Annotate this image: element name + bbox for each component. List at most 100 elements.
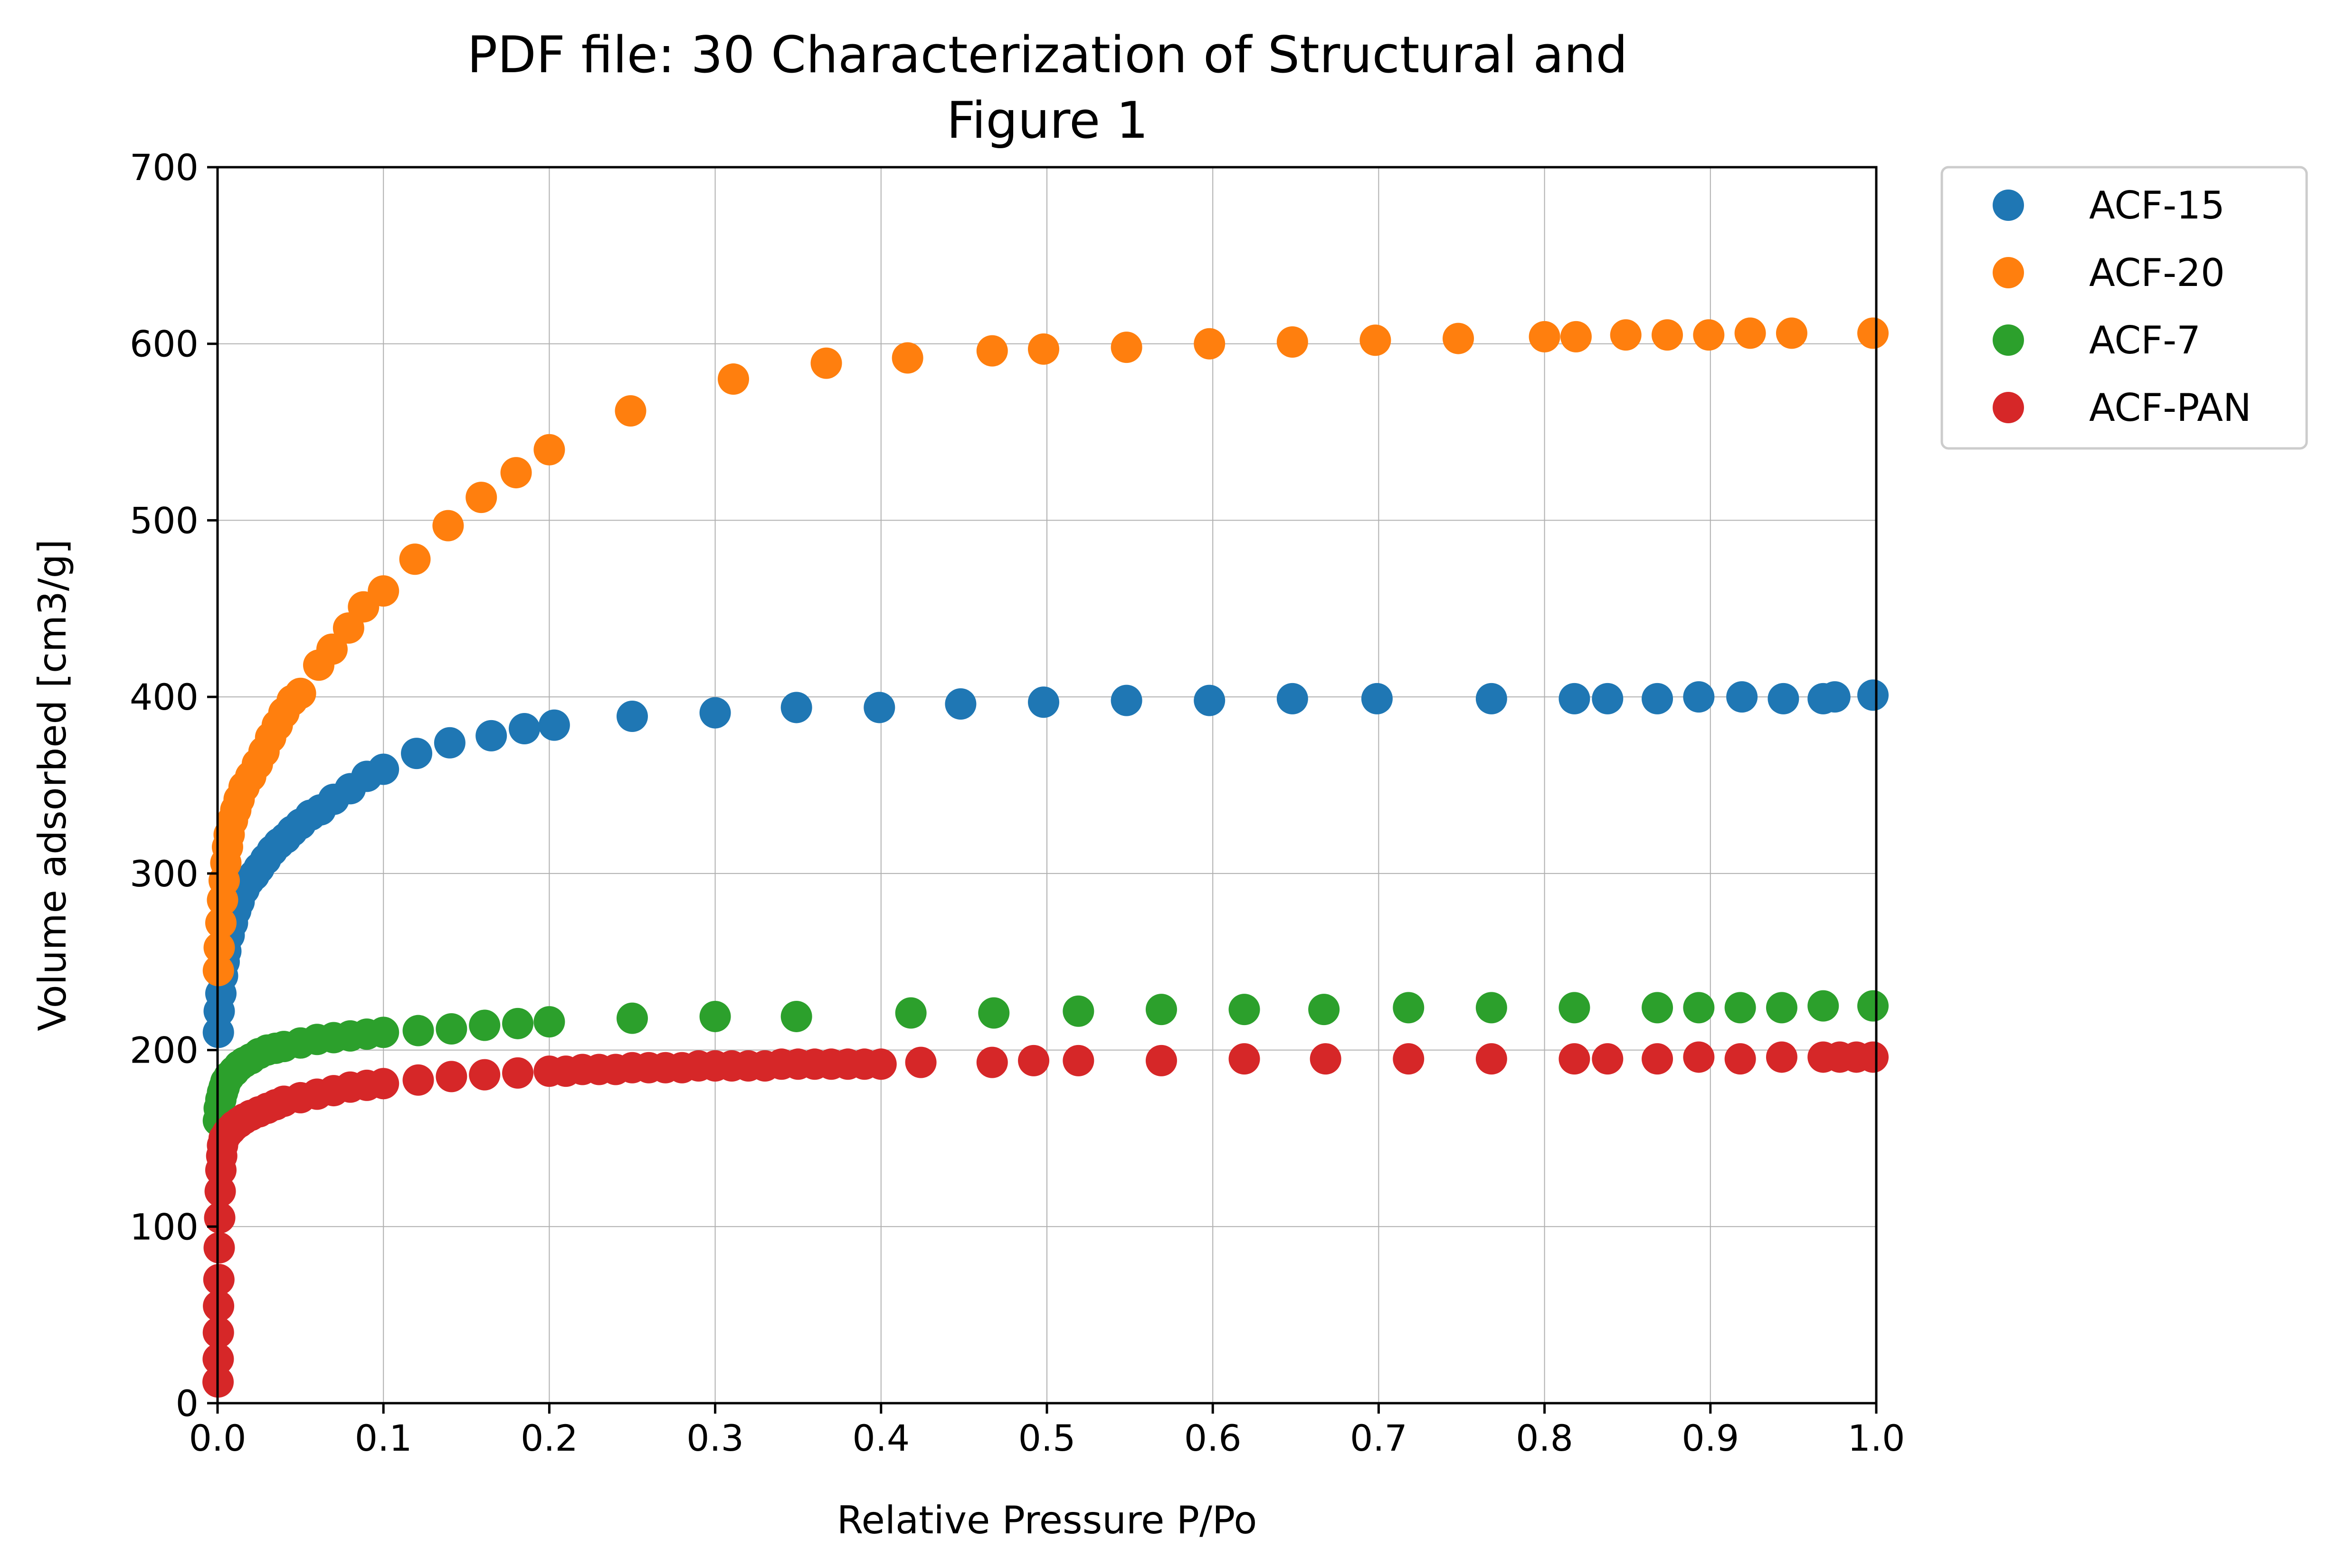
y-tick-label: 500 (130, 499, 199, 542)
legend: ACF-15 ACF-20 ACF-7 ACF-PAN (1940, 166, 2308, 450)
data-point (1724, 1043, 1756, 1075)
data-point (1766, 992, 1797, 1024)
data-point (1276, 326, 1308, 358)
chart-title: PDF file: 30 Characterization of Structu… (467, 26, 1627, 84)
data-point (1063, 1045, 1094, 1076)
data-point (892, 342, 923, 374)
data-point (1592, 1043, 1624, 1075)
data-point (1724, 992, 1756, 1024)
data-point (316, 633, 348, 665)
legend-label: ACF-PAN (2089, 386, 2252, 430)
data-point (1028, 333, 1060, 365)
data-point (1310, 1043, 1341, 1075)
series-acf-pan (202, 1041, 1889, 1398)
x-axis-ticks: 0.0 0.1 0.2 0.3 0.4 0.5 0.6 0.7 0.8 0.9 1.0 (189, 1403, 1905, 1459)
data-point (1018, 1045, 1050, 1076)
data-point (1857, 317, 1889, 349)
data-point (1726, 681, 1758, 713)
data-point (285, 677, 316, 709)
data-point (533, 434, 565, 466)
x-tick-label: 0.5 (1018, 1417, 1076, 1459)
data-point (500, 457, 532, 489)
data-point (1734, 317, 1766, 349)
data-point (1145, 994, 1177, 1026)
data-point (203, 1264, 235, 1295)
data-point (434, 727, 466, 759)
data-point (502, 1057, 534, 1089)
data-point (203, 931, 235, 963)
data-point (1308, 994, 1340, 1026)
data-point (976, 335, 1008, 367)
data-point (399, 543, 431, 575)
data-point (402, 1064, 434, 1096)
data-point (1652, 319, 1683, 351)
data-point (1592, 683, 1624, 714)
y-axis-ticks: 0 100 200 300 400 500 600 700 (130, 146, 218, 1425)
data-point (1558, 1043, 1590, 1075)
data-point (1807, 990, 1839, 1022)
y-tick-label: 400 (130, 676, 199, 718)
data-point (1028, 686, 1060, 718)
data-point (617, 701, 648, 732)
data-point (615, 395, 646, 427)
x-tick-label: 0.2 (521, 1417, 578, 1459)
data-point (475, 720, 507, 751)
data-point (699, 1000, 731, 1032)
data-point (401, 738, 433, 770)
legend-marker (1993, 257, 2024, 288)
data-point (1857, 679, 1889, 711)
data-point (1475, 1043, 1507, 1075)
data-point (1063, 995, 1094, 1027)
data-point (1642, 683, 1673, 714)
data-point (368, 1017, 399, 1048)
data-point (1767, 683, 1799, 714)
data-point (533, 1006, 565, 1038)
data-point (1819, 681, 1851, 713)
x-tick-label: 1.0 (1848, 1417, 1905, 1459)
data-point (1111, 332, 1142, 363)
data-point (1475, 992, 1507, 1024)
x-tick-label: 0.6 (1184, 1417, 1242, 1459)
data-point (780, 1000, 812, 1032)
data-point (865, 1048, 897, 1080)
data-point (1558, 992, 1590, 1024)
x-tick-label: 0.9 (1682, 1417, 1739, 1459)
data-point (1393, 1043, 1425, 1075)
data-point (1683, 1041, 1715, 1073)
data-point (1194, 684, 1226, 716)
y-tick-label: 0 (176, 1382, 199, 1425)
x-tick-label: 0.1 (355, 1417, 412, 1459)
chart-subtitle: Figure 1 (947, 91, 1149, 150)
data-point (1857, 990, 1889, 1022)
data-point (1393, 992, 1425, 1024)
data-point (1766, 1041, 1797, 1073)
data-point (810, 347, 842, 379)
data-point (1361, 683, 1393, 714)
data-point (205, 907, 237, 939)
data-point (1145, 1045, 1177, 1076)
data-point (905, 1046, 937, 1078)
legend-marker (1993, 190, 2024, 221)
data-point (1683, 992, 1715, 1024)
data-point (978, 997, 1010, 1029)
data-point (402, 1015, 434, 1046)
data-point (617, 1002, 648, 1034)
data-point (1111, 684, 1142, 716)
data-point (976, 1046, 1008, 1078)
x-tick-label: 0.8 (1516, 1417, 1573, 1459)
data-points (202, 317, 1889, 1398)
data-point (1683, 681, 1715, 713)
data-point (1194, 328, 1226, 360)
data-point (1642, 992, 1673, 1024)
data-point (895, 997, 927, 1029)
data-point (1529, 321, 1560, 352)
data-point (368, 753, 399, 785)
data-point (945, 688, 977, 720)
data-point (1560, 321, 1592, 352)
x-tick-label: 0.7 (1350, 1417, 1407, 1459)
data-point (1228, 994, 1260, 1026)
y-tick-label: 700 (130, 146, 199, 189)
y-tick-label: 100 (130, 1206, 199, 1248)
data-point (469, 1009, 501, 1041)
